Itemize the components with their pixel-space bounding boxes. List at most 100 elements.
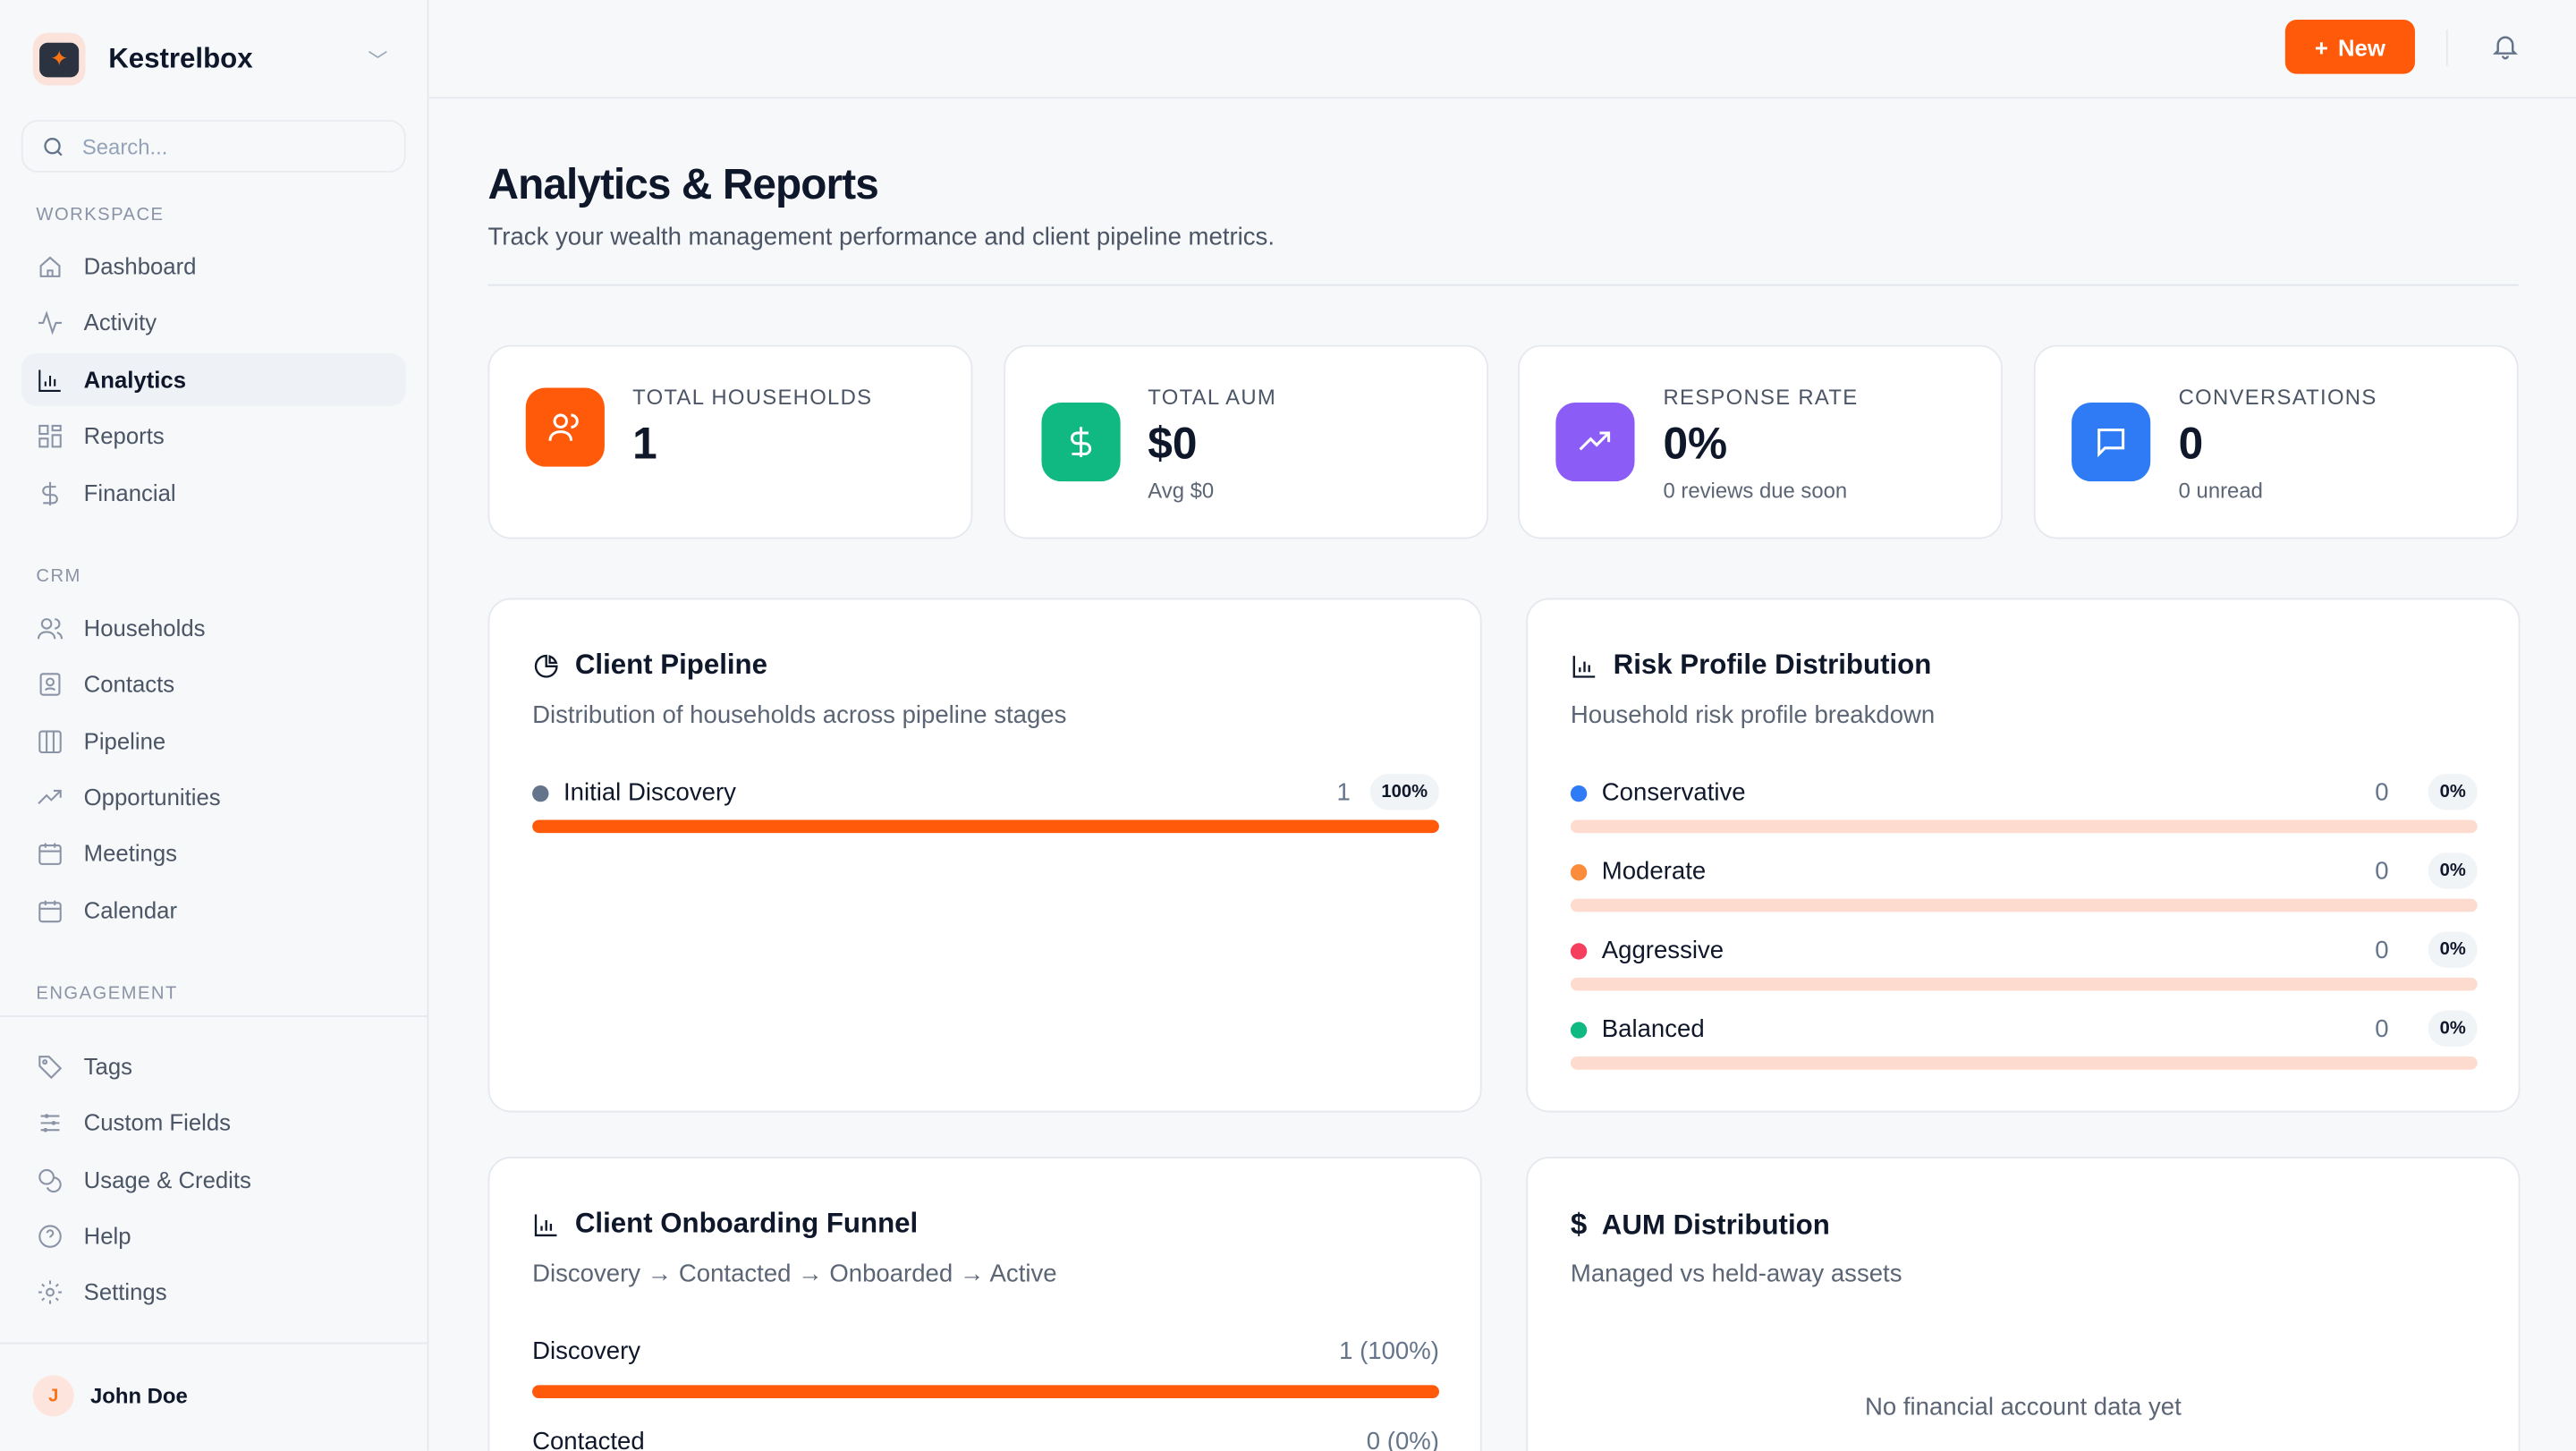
panel-title: AUM Distribution <box>1601 1208 1830 1240</box>
row-count: 0 <box>2375 857 2389 886</box>
row-label: Discovery <box>532 1337 641 1366</box>
row-label: Moderate <box>1601 857 1707 886</box>
sidebar-item-label: Reports <box>83 422 165 449</box>
brand-logo: ✦ <box>32 32 86 86</box>
sidebar-item-analytics[interactable]: Analytics <box>21 352 406 406</box>
client-pipeline-panel: Client Pipeline Distribution of househol… <box>487 598 1482 1113</box>
sidebar-item-help[interactable]: Help <box>21 1209 406 1262</box>
sidebar-item-label: Households <box>83 614 206 641</box>
sidebar-item-dashboard[interactable]: Dashboard <box>21 240 406 293</box>
stat-label: TOTAL HOUSEHOLDS <box>632 384 873 410</box>
sidebar-item-label: Dashboard <box>83 252 197 280</box>
row-label: Balanced <box>1601 1015 1705 1044</box>
stat-subtext: Avg $0 <box>1148 478 1215 504</box>
sidebar-item-label: Opportunities <box>83 784 221 810</box>
calendar-icon <box>38 842 62 864</box>
message-icon <box>2072 402 2151 482</box>
sidebar-item-label: Financial <box>83 479 176 506</box>
onboarding-funnel-panel: Client Onboarding Funnel Discovery → Con… <box>487 1157 1482 1451</box>
dollar-icon <box>1040 402 1121 482</box>
sidebar-item-custom-fields[interactable]: Custom Fields <box>21 1096 406 1149</box>
row-count: 0 <box>2375 936 2389 965</box>
stat-card: CONVERSATIONS 0 0 unread <box>2034 344 2519 539</box>
sidebar-item-label: Tags <box>83 1053 132 1080</box>
divider <box>0 1015 429 1017</box>
row-count: 0 (0%) <box>1366 1428 1439 1451</box>
panel-description: Household risk profile breakdown <box>1570 701 1936 730</box>
sidebar-item-label: Usage & Credits <box>83 1167 251 1193</box>
sidebar-item-label: Activity <box>83 309 157 335</box>
panel-description: Managed vs held-away assets <box>1570 1260 1902 1288</box>
sidebar-item-activity[interactable]: Activity <box>21 296 406 349</box>
sidebar-item-usage-credits[interactable]: Usage & Credits <box>21 1153 406 1206</box>
topbar: + New <box>428 0 2576 99</box>
user-menu[interactable]: J John Doe <box>32 1375 188 1417</box>
chevron-down-icon[interactable]: ﹀ <box>368 49 388 72</box>
new-button[interactable]: + New <box>2284 20 2415 74</box>
divider <box>2445 30 2448 66</box>
search-placeholder: Search... <box>81 133 168 159</box>
trending-up-icon <box>1556 402 1636 482</box>
sidebar-item-label: Meetings <box>83 839 178 866</box>
percent-badge: 100% <box>1369 774 1439 810</box>
progress-bar <box>1570 977 2478 991</box>
sidebar-item-households[interactable]: Households <box>21 601 406 654</box>
empty-state: No financial account data yet <box>1864 1393 2182 1421</box>
sidebar-item-pipeline[interactable]: Pipeline <box>21 715 406 768</box>
users-icon <box>37 617 64 639</box>
sidebar-item-reports[interactable]: Reports <box>21 409 406 462</box>
sidebar-item-contacts[interactable]: Contacts <box>21 658 406 710</box>
stat-value: 0 <box>2178 419 2204 469</box>
sidebar-item-financial[interactable]: Financial <box>21 467 406 520</box>
row-count: 1 (100%) <box>1339 1337 1439 1366</box>
help-icon <box>38 1224 62 1247</box>
percent-badge: 0% <box>2428 853 2478 889</box>
sidebar-item-settings[interactable]: Settings <box>21 1265 406 1318</box>
sidebar-item-label: Custom Fields <box>83 1108 231 1136</box>
search-input[interactable]: Search... <box>21 120 406 173</box>
sidebar-item-label: Settings <box>83 1277 167 1305</box>
bar-chart-icon <box>38 369 61 392</box>
tag-icon <box>38 1055 63 1079</box>
section-workspace: WORKSPACE <box>36 205 165 225</box>
bar-chart-icon <box>1572 655 1596 677</box>
percent-badge: 0% <box>2428 1010 2478 1047</box>
stat-label: TOTAL AUM <box>1148 384 1277 410</box>
dollar-icon: $ <box>1570 1207 1588 1241</box>
row-count: 1 <box>1336 778 1351 807</box>
sidebar-item-tags[interactable]: Tags <box>21 1040 406 1093</box>
progress-bar <box>1570 819 2478 834</box>
stat-value: 0% <box>1663 419 1728 469</box>
stat-card: RESPONSE RATE 0% 0 reviews due soon <box>1518 344 2004 539</box>
panel-title: Risk Profile Distribution <box>1613 649 1932 681</box>
divider <box>0 1342 429 1345</box>
percent-badge: 0% <box>2428 774 2478 810</box>
progress-bar <box>1570 898 2478 912</box>
risk-profile-panel: Risk Profile Distribution Household risk… <box>1526 598 2521 1113</box>
home-icon <box>39 255 61 276</box>
legend-dot <box>1570 785 1588 802</box>
gear-icon <box>38 1279 63 1303</box>
row-count: 0 <box>2375 1015 2389 1044</box>
aum-distribution-panel: $ AUM Distribution Managed vs held-away a… <box>1526 1157 2521 1451</box>
sidebar-item-calendar[interactable]: Calendar <box>21 884 406 937</box>
legend-dot <box>1570 1021 1588 1038</box>
sidebar-item-label: Help <box>83 1222 131 1249</box>
activity-icon <box>38 310 63 335</box>
new-label: New <box>2337 33 2385 61</box>
row-label: Aggressive <box>1601 936 1724 965</box>
sidebar-item-meetings[interactable]: Meetings <box>21 827 406 879</box>
stat-card: TOTAL AUM $0 Avg $0 <box>1003 344 1488 539</box>
bar-chart-icon <box>534 1213 557 1236</box>
grid-icon <box>38 423 62 447</box>
contact-icon <box>39 672 61 695</box>
sidebar-item-label: Pipeline <box>83 727 166 755</box>
legend-dot <box>532 785 549 802</box>
sidebar-item-label: Analytics <box>83 366 187 393</box>
percent-badge: 0% <box>2428 931 2478 968</box>
bell-icon[interactable] <box>2490 31 2520 61</box>
stat-label: RESPONSE RATE <box>1663 384 1859 410</box>
sidebar-item-opportunities[interactable]: Opportunities <box>21 770 406 823</box>
row-label: Conservative <box>1601 778 1746 807</box>
workspace-switcher[interactable]: ✦ Kestrelbox <box>32 32 253 86</box>
